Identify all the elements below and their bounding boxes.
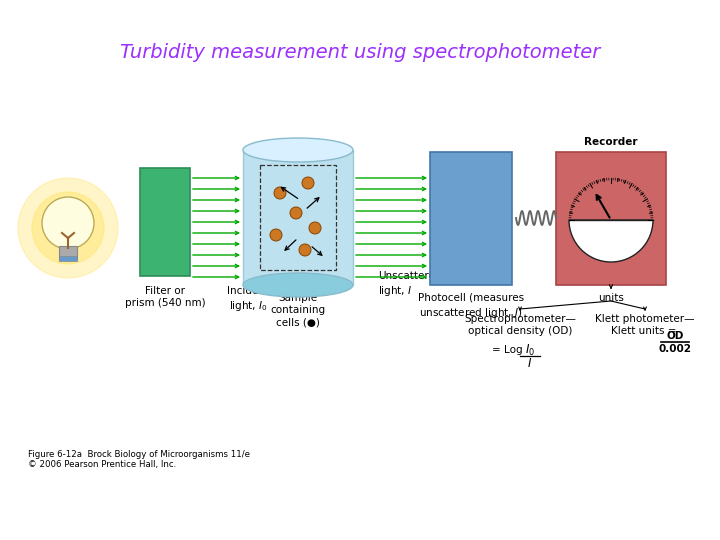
Text: = Log: = Log	[492, 345, 523, 355]
Circle shape	[309, 222, 321, 234]
Text: Spectrophotometer—
optical density (OD): Spectrophotometer— optical density (OD)	[464, 314, 576, 336]
Bar	[260, 165, 336, 270]
Text: OD: OD	[666, 331, 684, 341]
Text: Turbidity measurement using spectrophotometer: Turbidity measurement using spectrophoto…	[120, 43, 600, 62]
Circle shape	[302, 177, 314, 189]
Bar	[556, 152, 666, 285]
Text: Incident
light, $I_0$: Incident light, $I_0$	[227, 286, 269, 313]
Text: Recorder: Recorder	[584, 137, 638, 147]
Circle shape	[290, 207, 302, 219]
Text: Unscattered
light, $I$: Unscattered light, $I$	[378, 271, 441, 298]
Bar	[59, 246, 77, 260]
Text: $I$: $I$	[528, 357, 533, 370]
Bar	[430, 152, 512, 285]
Text: Filter or
prism (540 nm): Filter or prism (540 nm)	[125, 286, 205, 308]
Circle shape	[18, 178, 118, 278]
Bar	[243, 150, 353, 285]
Circle shape	[32, 192, 104, 264]
Text: $I_0$: $I_0$	[525, 343, 535, 358]
Circle shape	[274, 187, 286, 199]
Circle shape	[299, 244, 311, 256]
Bar	[59, 256, 77, 261]
Circle shape	[270, 229, 282, 241]
Circle shape	[42, 197, 94, 249]
Text: units: units	[598, 293, 624, 303]
Wedge shape	[569, 220, 653, 262]
Text: Figure 6-12a  Brock Biology of Microorganisms 11/e
© 2006 Pearson Prentice Hall,: Figure 6-12a Brock Biology of Microorgan…	[28, 450, 250, 469]
Ellipse shape	[243, 273, 353, 297]
Text: 0.002: 0.002	[659, 344, 691, 354]
Text: Klett photometer—
Klett units =: Klett photometer— Klett units =	[595, 314, 695, 336]
Bar	[140, 168, 190, 276]
Text: Photocell (measures
unscattered light, $J$): Photocell (measures unscattered light, $…	[418, 293, 524, 320]
Ellipse shape	[243, 138, 353, 162]
Text: Sample
containing
cells (●): Sample containing cells (●)	[271, 293, 325, 328]
